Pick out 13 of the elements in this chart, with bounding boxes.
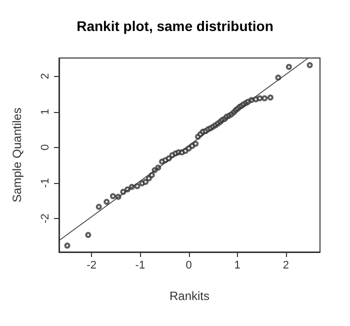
y-axis-title: Sample Quantiles	[10, 108, 24, 202]
y-tick-label: 1	[40, 108, 52, 115]
y-tick-label: 2	[40, 73, 52, 80]
x-tick-label: 1	[234, 260, 240, 272]
x-tick-label: 0	[186, 260, 192, 272]
x-tick-label: -2	[86, 260, 96, 272]
x-axis-title: Rankits	[169, 289, 210, 303]
x-tick-label: -1	[135, 260, 146, 272]
y-tick-label: 0	[40, 144, 52, 150]
y-tick-label: -2	[40, 214, 52, 224]
y-tick-label: -1	[40, 178, 52, 188]
x-tick-label: 2	[282, 260, 290, 272]
chart-title: Rankit plot, same distribution	[76, 18, 274, 34]
